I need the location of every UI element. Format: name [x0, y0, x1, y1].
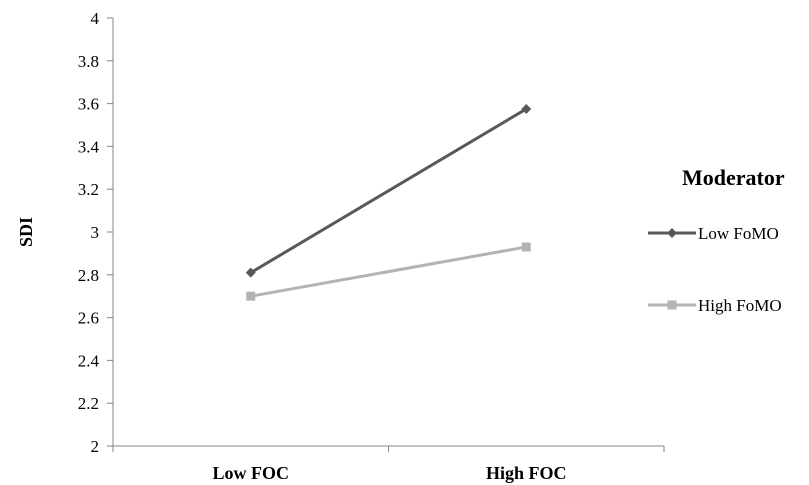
series-2 [246, 242, 531, 301]
y-tick-label: 3.4 [78, 137, 100, 156]
x-tick-label: Low FOC [213, 463, 290, 483]
x-tick-label: High FOC [486, 463, 567, 483]
x-axis: Low FOC High FOC [112, 445, 665, 483]
legend-items: Low FoMO High FoMO [648, 224, 782, 315]
y-axis: 2 2.2 2.4 2.6 2.8 3 3.2 3.4 3.6 3.8 4 [78, 9, 114, 456]
y-ticks: 2 2.2 2.4 2.6 2.8 3 3.2 3.4 3.6 3.8 4 [78, 9, 113, 456]
y-tick-label: 3.2 [78, 180, 99, 199]
legend: Moderator Low FoMO High FoMO [648, 165, 785, 315]
y-tick-label: 4 [91, 9, 100, 28]
y-tick-label: 3.8 [78, 52, 99, 71]
data-point [246, 291, 256, 301]
y-tick-label: 3.6 [78, 95, 99, 114]
data-point [521, 242, 531, 252]
legend-title: Moderator [682, 165, 785, 190]
legend-item: Low FoMO [648, 224, 779, 243]
series-line [249, 107, 528, 274]
legend-label: Low FoMO [698, 224, 779, 243]
data-point [521, 103, 532, 114]
series-group [245, 103, 532, 301]
series-line [250, 245, 527, 298]
legend-label: High FoMO [698, 296, 782, 315]
y-tick-label: 2.2 [78, 394, 99, 413]
legend-marker [667, 300, 677, 310]
y-tick-label: 2 [91, 437, 100, 456]
y-tick-label: 2.6 [78, 309, 99, 328]
y-tick-label: 2.8 [78, 266, 99, 285]
y-tick-label: 2.4 [78, 351, 100, 370]
legend-marker [667, 228, 677, 238]
series-1 [245, 103, 532, 278]
y-tick-label: 3 [91, 223, 100, 242]
data-point [245, 267, 256, 278]
y-axis-label: SDI [16, 217, 36, 247]
legend-item: High FoMO [648, 296, 782, 315]
x-ticks: Low FOC High FOC [112, 446, 665, 483]
